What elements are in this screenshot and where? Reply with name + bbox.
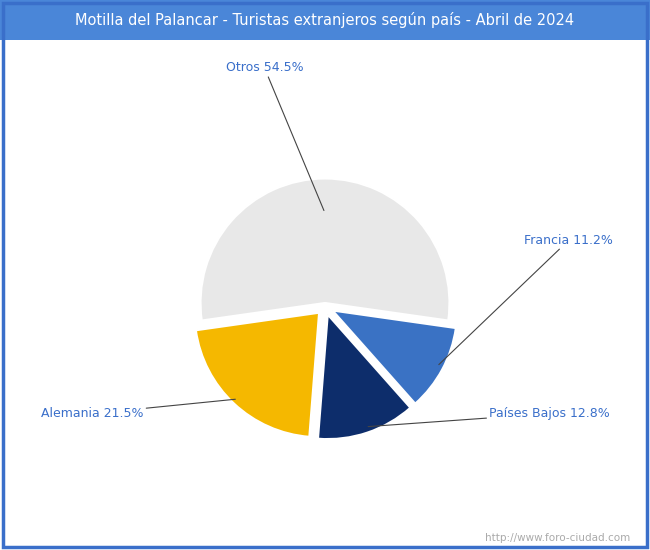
Text: Francia 11.2%: Francia 11.2% — [439, 234, 613, 365]
Text: Alemania 21.5%: Alemania 21.5% — [41, 399, 235, 420]
Text: Motilla del Palancar - Turistas extranjeros según país - Abril de 2024: Motilla del Palancar - Turistas extranje… — [75, 12, 575, 28]
Wedge shape — [318, 315, 410, 439]
Text: http://www.foro-ciudad.com: http://www.foro-ciudad.com — [486, 534, 630, 543]
Wedge shape — [333, 311, 456, 404]
Wedge shape — [196, 313, 319, 437]
Text: Otros 54.5%: Otros 54.5% — [226, 62, 324, 211]
Text: Países Bajos 12.8%: Países Bajos 12.8% — [368, 407, 610, 427]
Wedge shape — [201, 179, 449, 321]
